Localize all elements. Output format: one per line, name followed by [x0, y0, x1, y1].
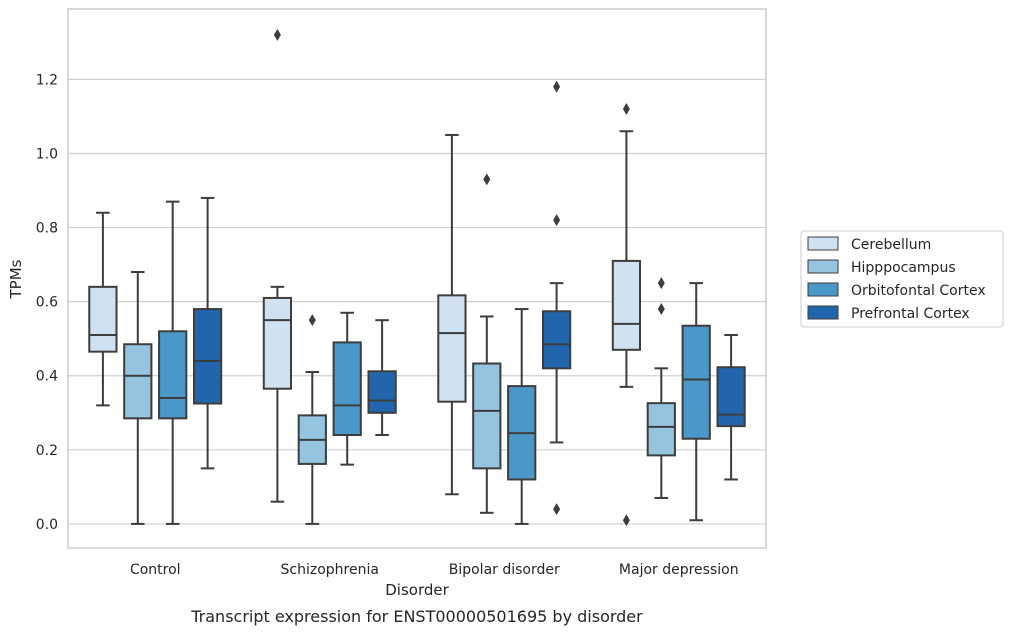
legend-label: Cerebellum — [851, 237, 931, 253]
legend: Cerebellum Hipppocampus Orbitofontal Corte… — [800, 230, 1004, 328]
box-iqr — [367, 370, 397, 414]
outlier-point — [483, 173, 491, 186]
outlier-point — [553, 214, 561, 227]
plot-frame — [67, 8, 767, 549]
box-group — [716, 333, 746, 481]
legend-label: Prefrontal Cortex — [851, 306, 970, 322]
outlier-point — [622, 103, 630, 116]
box-group — [367, 319, 397, 437]
box-group — [123, 271, 153, 525]
series-3-boxes — [192, 80, 746, 516]
box-iqr — [472, 362, 502, 470]
box-iqr — [88, 285, 118, 353]
legend-swatch — [807, 236, 839, 251]
x-tick-label: Major depression — [619, 562, 739, 578]
box-group — [262, 28, 293, 503]
box-iqr — [158, 330, 188, 420]
legend-label: Orbitofontal Cortex — [851, 283, 986, 299]
box-groups — [88, 28, 746, 527]
box-group — [507, 308, 537, 525]
box-iqr — [716, 366, 746, 428]
box-group — [88, 211, 118, 407]
box-iqr — [611, 259, 642, 351]
outlier-point — [657, 303, 665, 316]
legend-item: Prefrontal Cortex — [807, 305, 970, 322]
chart-caption: Transcript expression for ENST0000050169… — [190, 607, 643, 626]
outlier-point — [553, 80, 561, 93]
legend-swatch — [807, 282, 839, 297]
x-tick-label: Control — [130, 562, 181, 578]
outlier-point — [308, 314, 316, 327]
box-group — [158, 200, 188, 525]
x-tick-labels: Control Schizophrenia Bipolar disorder Majo… — [130, 562, 739, 578]
box-group — [541, 80, 572, 516]
box-iqr — [123, 343, 153, 420]
legend-item: Hipppocampus — [807, 259, 956, 276]
legend-swatch — [807, 305, 839, 320]
y-tick-label: 0.8 — [36, 221, 58, 237]
box-group — [332, 311, 362, 466]
box-iqr — [437, 294, 467, 403]
legend-swatch — [807, 259, 839, 274]
outlier-point — [273, 28, 281, 41]
box-group — [646, 277, 676, 499]
legend-item: Cerebellum — [807, 236, 931, 253]
box-iqr — [541, 310, 572, 370]
box-group — [611, 103, 642, 527]
box-group — [437, 133, 467, 496]
box-iqr — [646, 402, 676, 457]
legend-item: Orbitofontal Cortex — [807, 282, 986, 299]
x-tick-label: Bipolar disorder — [449, 562, 560, 578]
series-0-boxes — [88, 28, 642, 527]
y-tick-label: 1.0 — [36, 146, 58, 162]
y-axis-title: TPMs — [7, 259, 25, 299]
box-iqr — [262, 296, 293, 390]
box-iqr — [192, 308, 223, 405]
plot-background — [68, 9, 766, 548]
box-group — [297, 314, 327, 525]
outlier-point — [553, 503, 561, 516]
box-group — [681, 282, 711, 522]
x-axis-title: Disorder — [385, 581, 449, 599]
y-tick-label: 1.2 — [36, 72, 58, 88]
y-tick-labels: 0.0 0.2 0.4 0.6 0.8 1.0 1.2 — [36, 72, 58, 533]
x-tick-label: Schizophrenia — [281, 562, 379, 578]
box-group — [472, 173, 502, 514]
outlier-point — [622, 514, 630, 527]
box-iqr — [332, 341, 362, 437]
box-iqr — [681, 324, 711, 440]
y-tick-label: 0.0 — [36, 517, 58, 533]
series-1-boxes — [123, 173, 676, 525]
y-tick-label: 0.6 — [36, 295, 58, 311]
box-group — [192, 196, 223, 470]
legend-frame — [800, 230, 1004, 328]
y-tick-label: 0.2 — [36, 443, 58, 459]
y-tick-label: 0.4 — [36, 369, 58, 385]
legend-label: Hipppocampus — [851, 260, 956, 276]
series-2-boxes — [158, 200, 711, 525]
outlier-point — [657, 277, 665, 290]
